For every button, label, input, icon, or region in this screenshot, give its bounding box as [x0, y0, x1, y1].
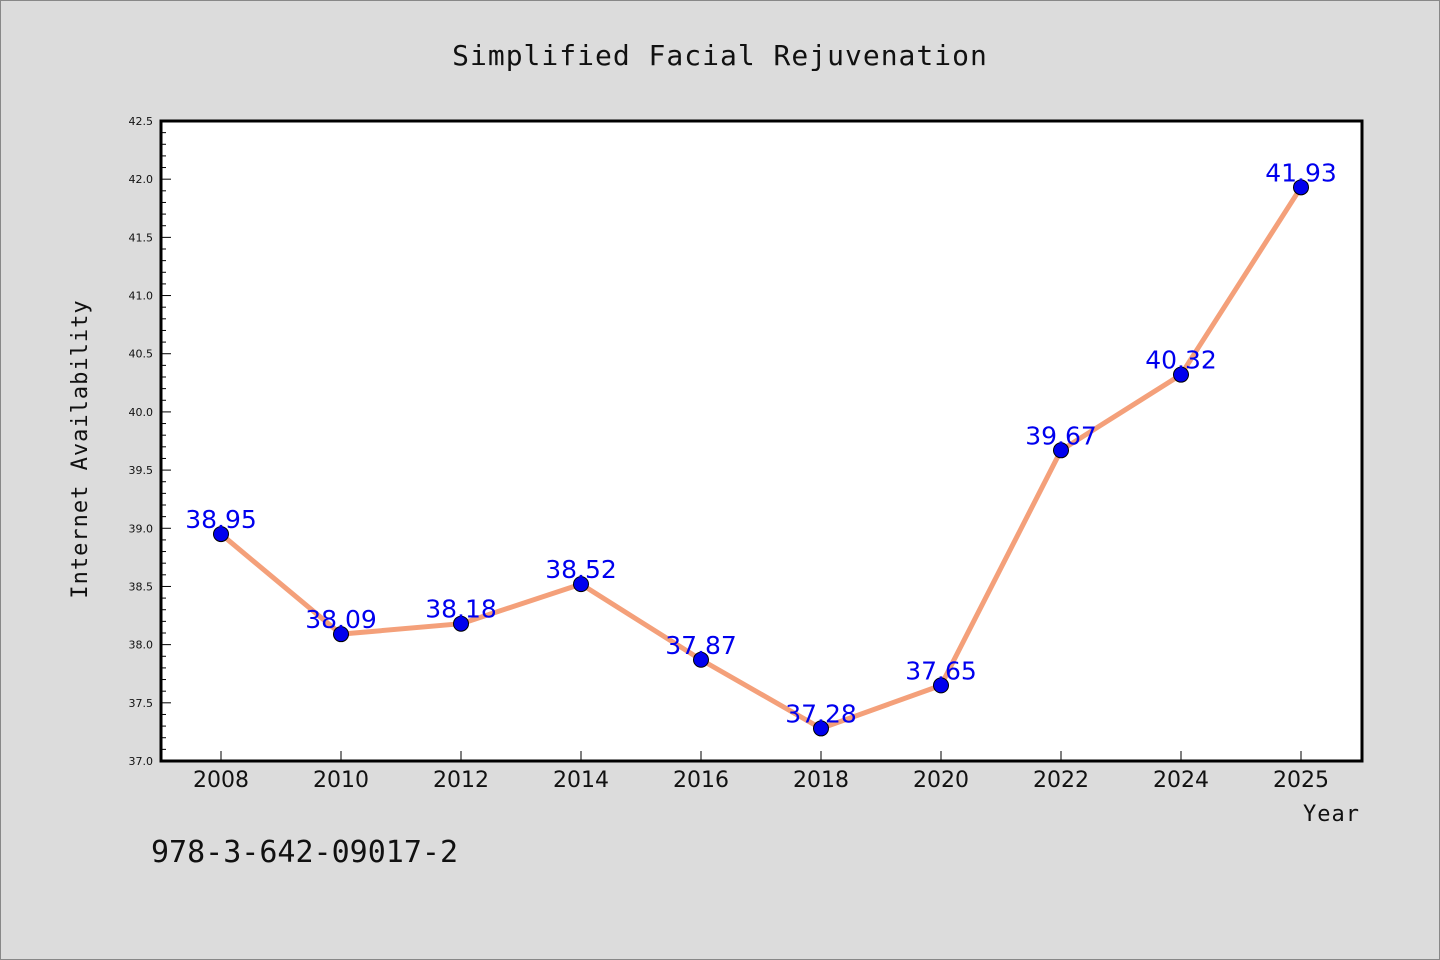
y-tick-label: 38.5: [129, 580, 154, 593]
y-tick-label: 37.0: [129, 755, 154, 768]
x-tick-label: 2012: [433, 768, 489, 793]
data-point: [813, 720, 829, 737]
x-tick-label: 2025: [1273, 768, 1329, 793]
data-point: [933, 677, 949, 694]
plot-area: [159, 119, 1364, 763]
data-label: 41.93: [1265, 158, 1337, 187]
y-tick-label: 41.5: [129, 231, 154, 244]
y-tick-label: 39.5: [129, 464, 154, 477]
data-label: 37.65: [905, 656, 977, 685]
x-tick-label: 2022: [1033, 768, 1089, 793]
data-point: [1293, 179, 1309, 196]
data-point: [213, 526, 229, 543]
isbn-text: 978-3-642-09017-2: [151, 835, 459, 870]
y-tick-label: 37.5: [129, 697, 154, 710]
data-label: 38.52: [545, 555, 617, 584]
data-point: [693, 651, 709, 668]
data-point: [1053, 442, 1069, 459]
y-tick-label: 41.0: [129, 290, 154, 303]
x-axis-label: Year: [1303, 802, 1360, 827]
data-label: 38.18: [425, 595, 497, 624]
x-tick-label: 2024: [1153, 768, 1209, 793]
x-tick-label: 2008: [193, 768, 249, 793]
y-axis: 37.0 37.5 38.0 38.5 39.0 39.5 40.0 40.5 41.0 41.5…: [129, 115, 171, 768]
data-point: [1173, 366, 1189, 383]
x-tick-label: 2018: [793, 768, 849, 793]
x-axis: 2008 2010 2012 2014 2016 2018 2020 2022 2024 2025: [193, 751, 1329, 793]
y-axis-label: Internet Availability: [68, 299, 93, 598]
y-tick-label: 40.0: [129, 406, 154, 419]
data-point: [453, 615, 469, 632]
data-label: 37.28: [785, 699, 857, 728]
data-label: 40.32: [1145, 346, 1217, 375]
data-label: 39.67: [1025, 421, 1097, 450]
chart-title: Simplified Facial Rejuvenation: [452, 39, 988, 72]
x-tick-label: 2010: [313, 768, 369, 793]
data-point: [333, 626, 349, 643]
y-tick-label: 42.0: [129, 173, 154, 186]
data-label: 38.09: [305, 605, 377, 634]
data-labels: 38.95 38.09 38.18 38.52 37.87 37.28 37.65 39.67…: [185, 158, 1337, 728]
series: [213, 179, 1309, 737]
y-tick-label: 39.0: [129, 522, 154, 535]
y-tick-label: 42.5: [129, 115, 154, 128]
y-tick-label: 40.5: [129, 348, 154, 361]
data-label: 37.87: [665, 631, 737, 660]
x-tick-label: 2020: [913, 768, 969, 793]
data-point: [573, 576, 589, 593]
data-label: 38.95: [185, 505, 257, 534]
x-tick-label: 2014: [553, 768, 609, 793]
series-line: [219, 185, 1304, 731]
x-tick-label: 2016: [673, 768, 729, 793]
y-tick-label: 38.0: [129, 639, 154, 652]
